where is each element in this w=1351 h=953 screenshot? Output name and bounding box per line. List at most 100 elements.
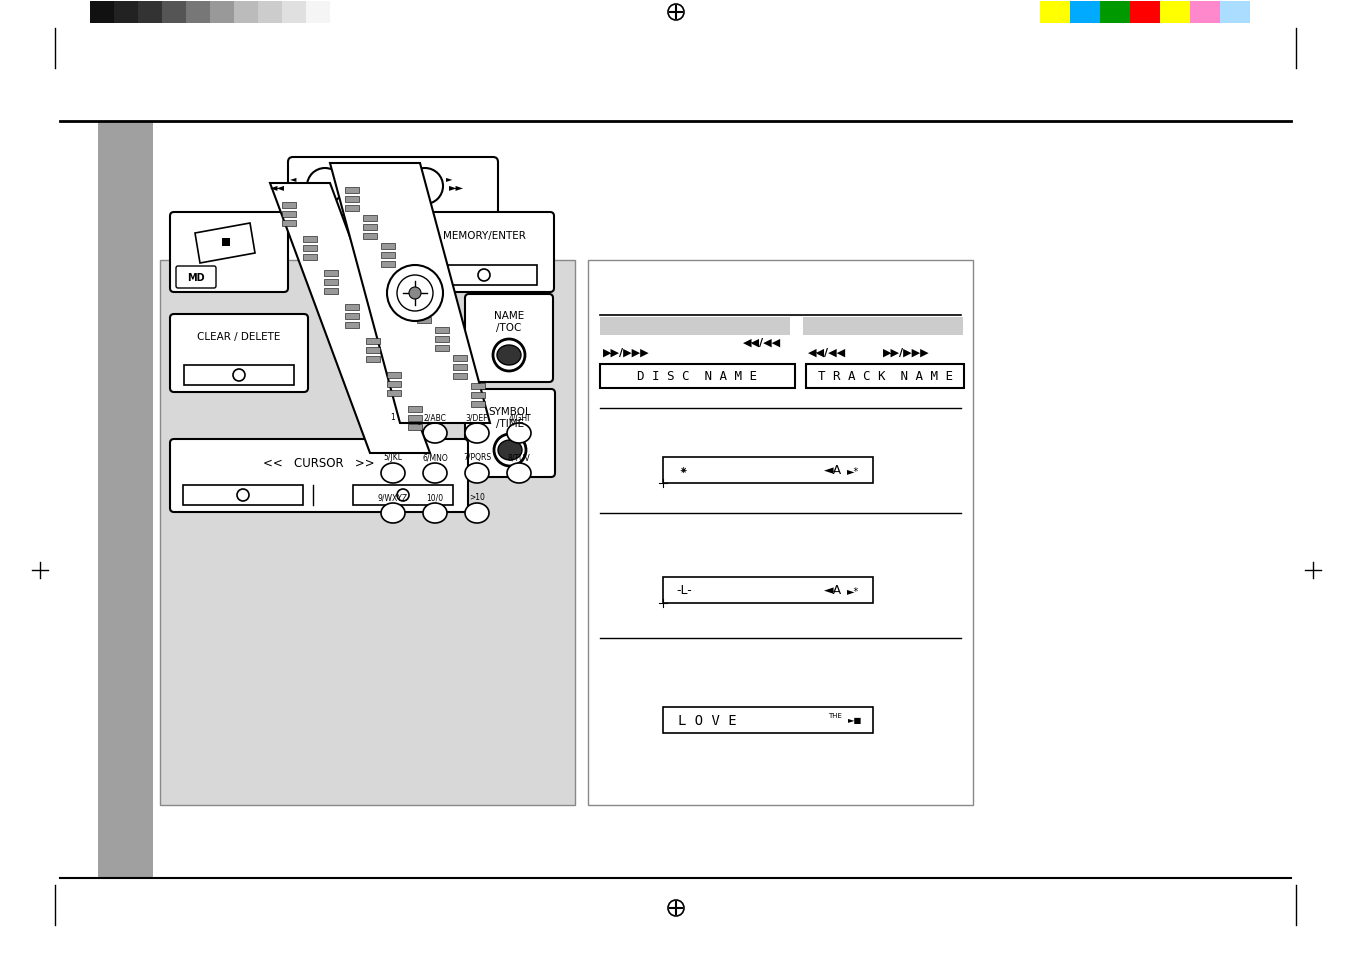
Bar xyxy=(282,221,296,227)
Bar xyxy=(408,424,422,431)
Bar xyxy=(305,2,330,24)
Text: MD: MD xyxy=(188,273,205,283)
Bar xyxy=(381,244,394,250)
Text: ►►: ►► xyxy=(449,182,463,192)
Bar xyxy=(663,578,873,603)
Bar xyxy=(186,2,209,24)
Text: ►: ► xyxy=(446,174,453,183)
Bar xyxy=(435,336,449,343)
FancyBboxPatch shape xyxy=(170,213,288,293)
Text: /TOC: /TOC xyxy=(496,323,521,333)
Bar xyxy=(324,289,338,294)
FancyBboxPatch shape xyxy=(176,267,216,289)
Bar xyxy=(471,393,485,398)
Polygon shape xyxy=(195,224,255,264)
Text: NAME: NAME xyxy=(494,311,524,320)
Ellipse shape xyxy=(465,463,489,483)
Bar xyxy=(453,365,467,371)
Text: >10: >10 xyxy=(469,493,485,502)
Bar xyxy=(588,261,973,805)
Text: 1: 1 xyxy=(390,413,396,422)
Bar xyxy=(600,317,790,335)
Circle shape xyxy=(397,275,434,312)
Bar xyxy=(1129,2,1161,24)
Circle shape xyxy=(307,169,343,205)
Circle shape xyxy=(409,288,422,299)
Ellipse shape xyxy=(423,503,447,523)
Bar xyxy=(453,374,467,379)
Text: SYMBOL: SYMBOL xyxy=(489,407,531,416)
Bar xyxy=(399,272,413,277)
Bar xyxy=(324,271,338,276)
Bar xyxy=(386,373,401,378)
Bar xyxy=(182,485,303,505)
Bar xyxy=(381,253,394,258)
Text: 10/0: 10/0 xyxy=(427,493,443,502)
Ellipse shape xyxy=(465,503,489,523)
Text: 9/WXYZ: 9/WXYZ xyxy=(378,493,408,502)
Bar xyxy=(282,2,305,24)
Bar xyxy=(345,206,359,212)
Bar xyxy=(435,328,449,334)
Text: 3/DEF: 3/DEF xyxy=(466,413,488,422)
Bar xyxy=(366,338,380,345)
Bar xyxy=(386,381,401,388)
Bar xyxy=(184,366,295,386)
Ellipse shape xyxy=(381,423,405,443)
Bar xyxy=(430,266,536,286)
Bar xyxy=(303,254,317,261)
Text: ►*: ►* xyxy=(847,585,859,596)
Ellipse shape xyxy=(497,346,521,366)
Bar xyxy=(435,346,449,352)
Bar xyxy=(663,707,873,733)
Bar xyxy=(363,215,377,222)
FancyBboxPatch shape xyxy=(465,294,553,382)
Text: ◀◀/◀◀: ◀◀/◀◀ xyxy=(808,348,846,357)
Bar xyxy=(222,239,230,247)
Polygon shape xyxy=(270,184,430,454)
Bar xyxy=(159,261,576,805)
Ellipse shape xyxy=(423,423,447,443)
Bar xyxy=(113,2,138,24)
Bar xyxy=(91,2,113,24)
Text: ►*: ►* xyxy=(847,465,859,476)
FancyBboxPatch shape xyxy=(170,314,308,393)
Text: ◄: ◄ xyxy=(289,174,296,183)
Bar xyxy=(663,457,873,483)
Text: 5/JKL: 5/JKL xyxy=(384,453,403,462)
Bar xyxy=(453,355,467,361)
Bar xyxy=(1070,2,1100,24)
Text: THE: THE xyxy=(828,712,842,719)
Ellipse shape xyxy=(465,423,489,443)
Bar xyxy=(324,280,338,286)
Text: ▶▶/▶▶▶: ▶▶/▶▶▶ xyxy=(603,348,650,357)
Ellipse shape xyxy=(423,463,447,483)
Ellipse shape xyxy=(507,463,531,483)
Text: CLEAR / DELETE: CLEAR / DELETE xyxy=(197,332,281,341)
Bar xyxy=(353,485,453,505)
Bar xyxy=(366,348,380,354)
Bar xyxy=(408,407,422,413)
Bar xyxy=(345,305,359,311)
Bar xyxy=(258,2,282,24)
Bar xyxy=(417,299,431,306)
Bar xyxy=(363,233,377,240)
Bar xyxy=(408,416,422,421)
Text: <<   CURSOR   >>: << CURSOR >> xyxy=(263,457,374,470)
Text: ►■: ►■ xyxy=(848,716,862,724)
Bar xyxy=(1161,2,1190,24)
Ellipse shape xyxy=(381,503,405,523)
Text: ◄A: ◄A xyxy=(824,584,842,597)
Bar xyxy=(345,188,359,193)
Text: 6/MNO: 6/MNO xyxy=(422,453,449,462)
Bar xyxy=(282,212,296,218)
Bar xyxy=(471,384,485,390)
Bar xyxy=(1220,2,1250,24)
Text: L O V E: L O V E xyxy=(678,713,736,727)
Text: 4/GHI: 4/GHI xyxy=(508,413,530,422)
Bar xyxy=(303,236,317,243)
Bar xyxy=(138,2,162,24)
Bar xyxy=(99,122,153,878)
Bar xyxy=(386,391,401,396)
Bar xyxy=(417,317,431,324)
